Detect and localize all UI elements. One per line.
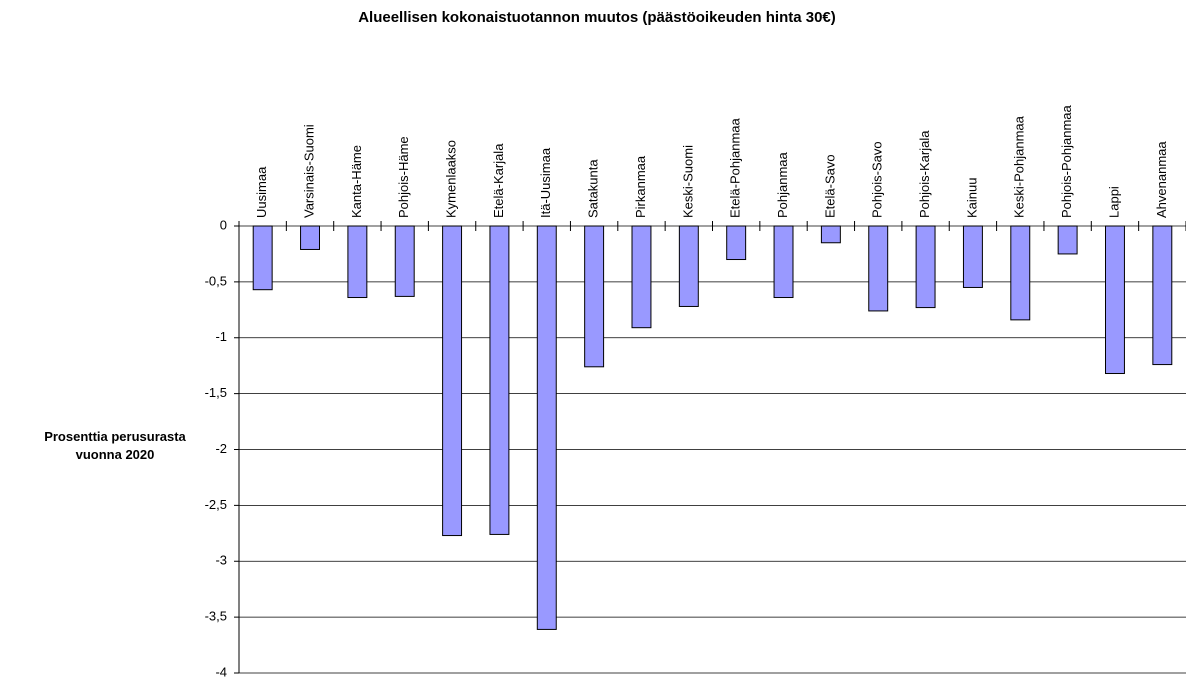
y-tick-label: -3 (215, 553, 227, 568)
x-tick-label: Kainuu (964, 178, 979, 218)
x-tick-label: Satakunta (586, 159, 601, 218)
bar (1057, 225, 1078, 255)
bar (678, 225, 699, 307)
bar (962, 225, 983, 288)
x-tick-label: Pohjois-Häme (396, 136, 411, 218)
y-tick-label: -3,5 (205, 609, 227, 624)
x-tick-label: Kanta-Häme (349, 145, 364, 218)
x-tick-label: Keski-Pohjanmaa (1012, 115, 1027, 218)
bar (394, 225, 415, 297)
x-tick-label: Lappi (1106, 186, 1121, 218)
bar (1105, 225, 1125, 375)
x-tick-label: Keski-Suomi (680, 145, 695, 218)
x-tick-label: Pohjois-Karjala (917, 130, 932, 218)
x-tick-label: Pohjois-Savo (870, 141, 885, 218)
y-tick-label: -2 (215, 441, 227, 456)
bar (820, 225, 841, 244)
x-tick-label: Ahvenanmaa (1154, 141, 1169, 218)
bar (1010, 225, 1031, 321)
chart-title: Alueellisen kokonaistuotannon muutos (pä… (358, 9, 836, 26)
bar (1152, 225, 1173, 366)
y-tick-label: -2,5 (205, 497, 227, 512)
bar (584, 225, 605, 368)
bar (300, 225, 320, 250)
y-tick-label: -1 (215, 329, 227, 344)
x-tick-label: Etelä-Savo (822, 154, 837, 218)
bar (726, 225, 747, 261)
bar (773, 225, 794, 299)
bar (915, 225, 936, 309)
y-tick-label: -0,5 (205, 273, 227, 288)
x-tick-label: Etelä-Pohjanmaa (728, 118, 743, 218)
bar (442, 225, 463, 537)
bar (489, 225, 510, 535)
x-tick-label: Kymenlaakso (444, 140, 459, 218)
bar (252, 225, 273, 291)
y-axis-label: Prosenttia perusurasta vuonna 2020 (44, 429, 186, 462)
bar (631, 225, 652, 329)
x-tick-label: Varsinais-Suomi (301, 124, 316, 218)
x-tick-label: Pohjanmaa (775, 151, 790, 218)
bar (536, 225, 557, 630)
bar (868, 225, 889, 312)
x-tick-label: Pohjois-Pohjanmaa (1059, 104, 1074, 218)
x-tick-label: Pirkanmaa (633, 155, 648, 218)
y-tick-label: -1,5 (205, 385, 227, 400)
bar (347, 225, 368, 299)
x-tick-label: Etelä-Karjala (491, 143, 506, 218)
x-tick-label: Uusimaa (254, 166, 269, 218)
x-tick-label: Itä-Uusimaa (538, 147, 553, 218)
y-tick-label: 0 (220, 217, 227, 232)
y-tick-label: -4 (215, 664, 227, 679)
